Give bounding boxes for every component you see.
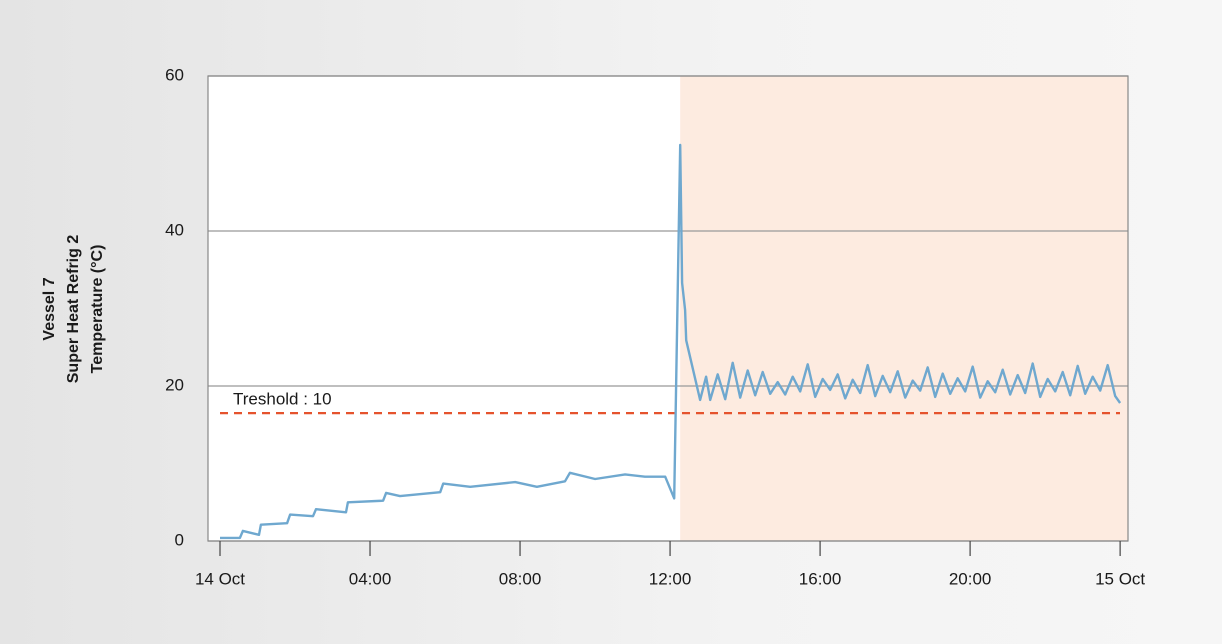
- y-tick-label: 60: [165, 65, 184, 84]
- y-axis-title: Vessel 7 Super Heat Refrig 2 Temperature (…: [41, 235, 106, 384]
- y-axis-title-line: Vessel 7: [41, 277, 58, 340]
- x-tick-label: 04:00: [349, 569, 392, 588]
- y-tick-label: 0: [175, 530, 184, 549]
- y-tick-label: 20: [165, 375, 184, 394]
- y-axis-title-line: Super Heat Refrig 2: [65, 235, 82, 384]
- y-axis-title-line: Temperature (°C): [89, 245, 106, 374]
- x-tick-label: 20:00: [949, 569, 992, 588]
- x-tick-label: 16:00: [799, 569, 842, 588]
- data-line: [220, 143, 1122, 540]
- highlight-region: [680, 76, 1128, 541]
- x-tick-label: 14 Oct: [195, 569, 245, 588]
- threshold-label: Treshold : 10: [233, 390, 332, 409]
- x-tick-label: 08:00: [499, 569, 542, 588]
- x-tick-label: 12:00: [649, 569, 692, 588]
- x-tick-label: 15 Oct: [1095, 569, 1145, 588]
- plot-border: [207, 75, 1129, 542]
- y-tick-label: 40: [165, 220, 184, 239]
